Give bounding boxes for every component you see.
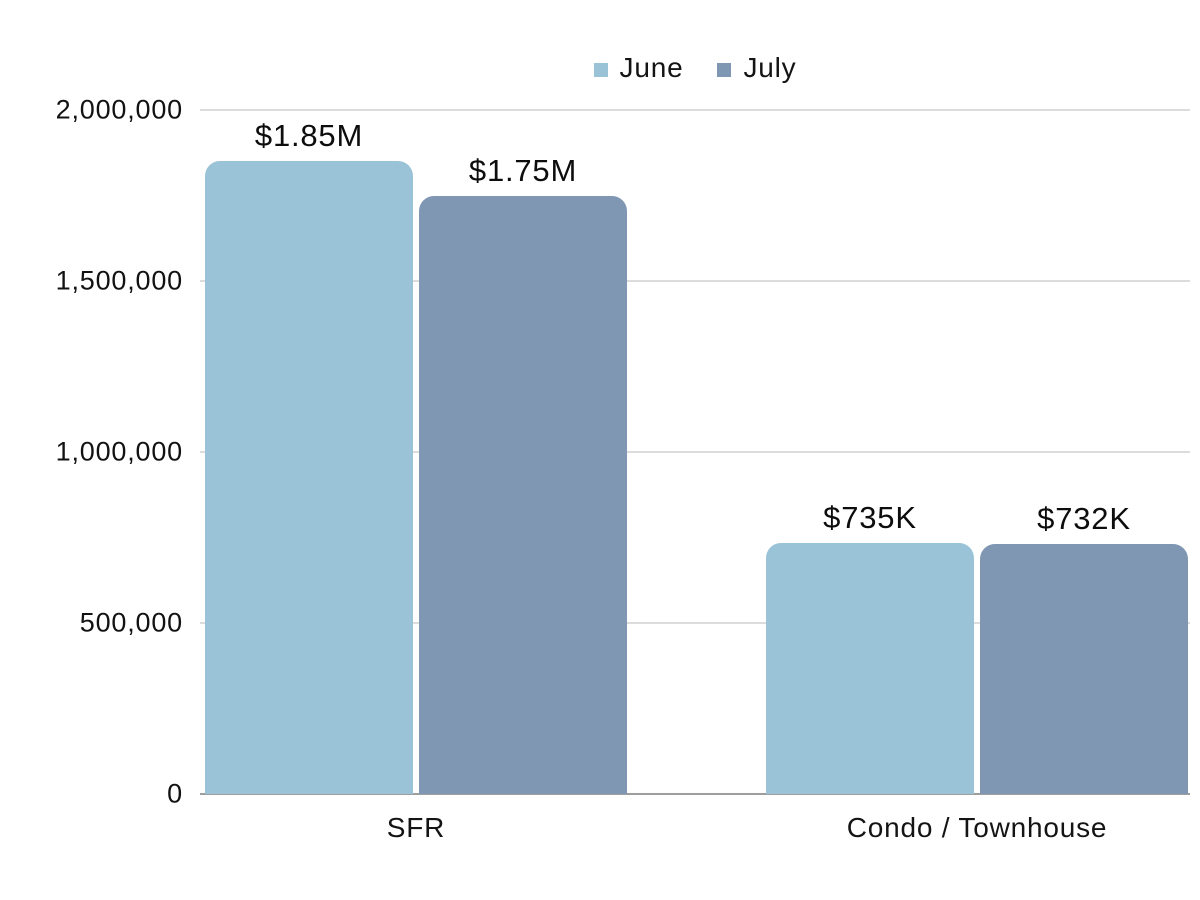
x-category-label: Condo / Townhouse	[846, 812, 1108, 843]
bar-july-condo-townhouse	[980, 543, 1188, 794]
legend-item-june: June	[593, 52, 684, 84]
plot-area: $1.85M $1.75M $735K $732K	[200, 109, 1190, 795]
gridline	[200, 109, 1190, 111]
legend-marker-icon	[717, 62, 732, 77]
gridline	[200, 280, 1190, 282]
data-label: $735K	[823, 499, 917, 535]
bar-june-condo-townhouse	[766, 542, 974, 794]
legend-label: July	[743, 52, 797, 83]
y-tick-label: 1,000,000	[55, 436, 183, 467]
y-tick-label: 2,000,000	[55, 94, 183, 125]
data-label: $732K	[1037, 500, 1131, 536]
y-tick-label: 1,500,000	[55, 265, 183, 296]
legend-label: June	[619, 52, 684, 83]
gridline	[200, 622, 1190, 624]
chart-legend: June July	[200, 48, 1190, 88]
legend-item-july: July	[717, 52, 796, 84]
x-category-label: SFR	[386, 812, 446, 843]
y-tick-label: 500,000	[79, 607, 183, 638]
bar-june-sfr	[205, 161, 413, 794]
y-tick-label: 0	[167, 778, 183, 809]
data-label: $1.75M	[468, 152, 578, 188]
bar-july-sfr	[419, 195, 627, 794]
x-axis-line	[200, 793, 1190, 795]
legend-marker-icon	[593, 62, 608, 77]
data-label: $1.85M	[254, 118, 364, 154]
gridline	[200, 451, 1190, 453]
